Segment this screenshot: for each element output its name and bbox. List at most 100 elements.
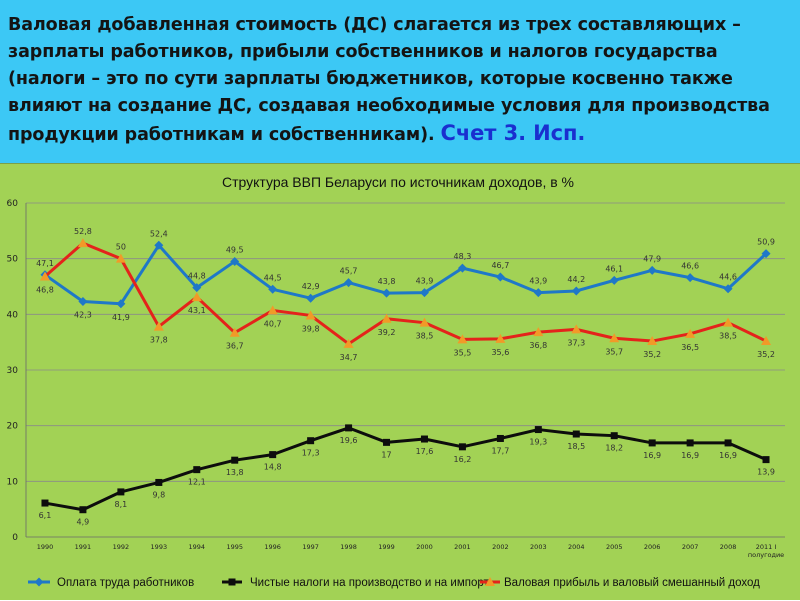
data-label-wages: 47,1 xyxy=(36,259,54,268)
data-label-profit: 36,5 xyxy=(681,343,699,352)
data-label-profit: 46,8 xyxy=(36,285,54,294)
series-wages: 47,1 42,3 41,9 52,4 44,8 49,5 44,5 42,9 45,7 43,8… xyxy=(36,229,775,321)
data-label-taxes: 13,8 xyxy=(226,468,244,477)
data-label-wages: 43,9 xyxy=(416,277,434,286)
data-point-profit xyxy=(609,333,620,343)
chart-title: Структура ВВП Беларуси по источникам дох… xyxy=(222,174,574,190)
series-taxes: 6,1 4,9 8,1 9,8 12,1 13,8 14,8 17,3 19,6 17 17,6 16… xyxy=(39,424,775,527)
data-point-taxes xyxy=(269,451,277,459)
data-label-wages: 42,3 xyxy=(74,311,92,320)
y-tick-label: 10 xyxy=(7,477,19,487)
data-label-taxes: 17,7 xyxy=(491,446,509,455)
data-point-wages xyxy=(609,275,619,285)
data-label-wages: 43,9 xyxy=(529,277,547,286)
data-label-profit: 52,8 xyxy=(74,227,92,236)
data-point-profit xyxy=(115,253,126,263)
data-point-taxes xyxy=(117,488,125,496)
data-point-profit xyxy=(39,271,50,281)
data-point-taxes xyxy=(724,439,732,447)
x-tick-label: 2005 xyxy=(606,543,623,551)
legend-label: Оплата труда работников xyxy=(57,577,194,589)
x-tick-label: 2001 xyxy=(454,543,471,551)
x-tick-label: 1991 xyxy=(75,543,92,551)
data-label-profit: 35,7 xyxy=(605,347,623,356)
data-point-profit xyxy=(191,292,202,302)
data-label-taxes: 17,3 xyxy=(302,449,320,458)
data-point-wages xyxy=(457,263,467,273)
header-text: Валовая добавленная стоимость (ДС) слага… xyxy=(8,12,792,149)
data-label-profit: 36,7 xyxy=(226,342,244,351)
data-point-wages xyxy=(306,293,316,303)
data-label-wages: 44,6 xyxy=(719,273,737,282)
legend-item-wages: Оплата труда работников xyxy=(28,577,194,589)
data-label-profit: 40,7 xyxy=(264,319,282,328)
x-tick-label: 2008 xyxy=(720,543,737,551)
data-point-wages xyxy=(78,297,88,307)
data-label-taxes: 6,1 xyxy=(39,511,52,520)
data-point-profit xyxy=(571,324,582,334)
data-point-taxes xyxy=(762,456,770,464)
y-tick-label: 50 xyxy=(7,255,19,265)
data-label-taxes: 13,9 xyxy=(757,468,775,477)
x-tick-label: 2003 xyxy=(530,543,547,551)
x-tick-label: 1993 xyxy=(151,543,168,551)
x-tick-label: 1996 xyxy=(264,543,281,551)
data-point-wages xyxy=(685,273,695,283)
legend-item-taxes: Чистые налоги на производство и на импор… xyxy=(222,577,489,589)
data-point-taxes xyxy=(41,499,49,507)
data-point-profit xyxy=(761,336,772,346)
data-point-taxes xyxy=(193,466,201,474)
data-label-wages: 47,9 xyxy=(643,254,661,263)
x-tick-label: 1998 xyxy=(340,543,357,551)
data-label-taxes: 17,6 xyxy=(416,447,434,456)
data-label-wages: 44,2 xyxy=(567,275,585,284)
data-label-profit: 37,3 xyxy=(567,338,585,347)
data-point-profit xyxy=(723,317,734,327)
series-line-wages xyxy=(44,243,768,306)
data-label-profit: 39,2 xyxy=(378,328,396,337)
data-label-profit: 35,6 xyxy=(491,348,509,357)
data-label-wages: 49,5 xyxy=(226,245,244,254)
data-label-profit: 38,5 xyxy=(719,332,737,341)
data-point-profit xyxy=(495,333,506,343)
data-label-wages: 46,6 xyxy=(681,262,699,271)
data-point-wages xyxy=(419,288,429,298)
data-label-wages: 46,1 xyxy=(605,264,623,273)
x-tick-label: 2000 xyxy=(416,543,433,551)
data-point-wages xyxy=(154,240,164,250)
legend-swatch-marker xyxy=(485,577,495,586)
data-label-taxes: 12,1 xyxy=(188,478,206,487)
data-point-taxes xyxy=(610,432,618,440)
data-point-taxes xyxy=(155,478,163,486)
x-tick-label: 1997 xyxy=(302,543,319,551)
data-label-wages: 42,9 xyxy=(302,282,320,291)
x-tick-label: 2006 xyxy=(644,543,661,551)
data-point-profit xyxy=(533,327,544,337)
data-label-wages: 43,8 xyxy=(378,277,396,286)
data-point-taxes xyxy=(307,437,315,445)
legend-item-profit: Валовая прибыль и валовый смешанный дохо… xyxy=(480,577,760,589)
data-label-profit: 36,8 xyxy=(529,341,547,350)
data-label-taxes: 16,9 xyxy=(719,451,737,460)
data-point-taxes xyxy=(686,439,694,447)
data-point-wages xyxy=(192,283,202,293)
data-label-taxes: 14,8 xyxy=(264,463,282,472)
data-point-profit xyxy=(419,317,430,327)
y-tick-label: 60 xyxy=(7,199,19,209)
data-label-taxes: 9,8 xyxy=(152,490,165,499)
data-label-taxes: 16,9 xyxy=(643,451,661,460)
data-label-wages: 41,9 xyxy=(112,313,130,322)
data-label-wages: 46,7 xyxy=(491,261,509,270)
x-tick-label: 1995 xyxy=(226,543,243,551)
data-point-profit xyxy=(305,310,316,320)
legend-label: Валовая прибыль и валовый смешанный дохо… xyxy=(504,577,760,589)
data-point-wages xyxy=(495,272,505,282)
data-label-profit: 35,5 xyxy=(454,348,472,357)
data-point-taxes xyxy=(383,438,391,446)
y-tick-label: 30 xyxy=(7,366,19,376)
x-tick-label: 2002 xyxy=(492,543,509,551)
x-tick-sublabel: полугодие xyxy=(748,551,784,559)
x-tick-label: 1999 xyxy=(378,543,395,551)
data-label-profit: 34,7 xyxy=(340,353,358,362)
x-tick-label: 2007 xyxy=(682,543,699,551)
